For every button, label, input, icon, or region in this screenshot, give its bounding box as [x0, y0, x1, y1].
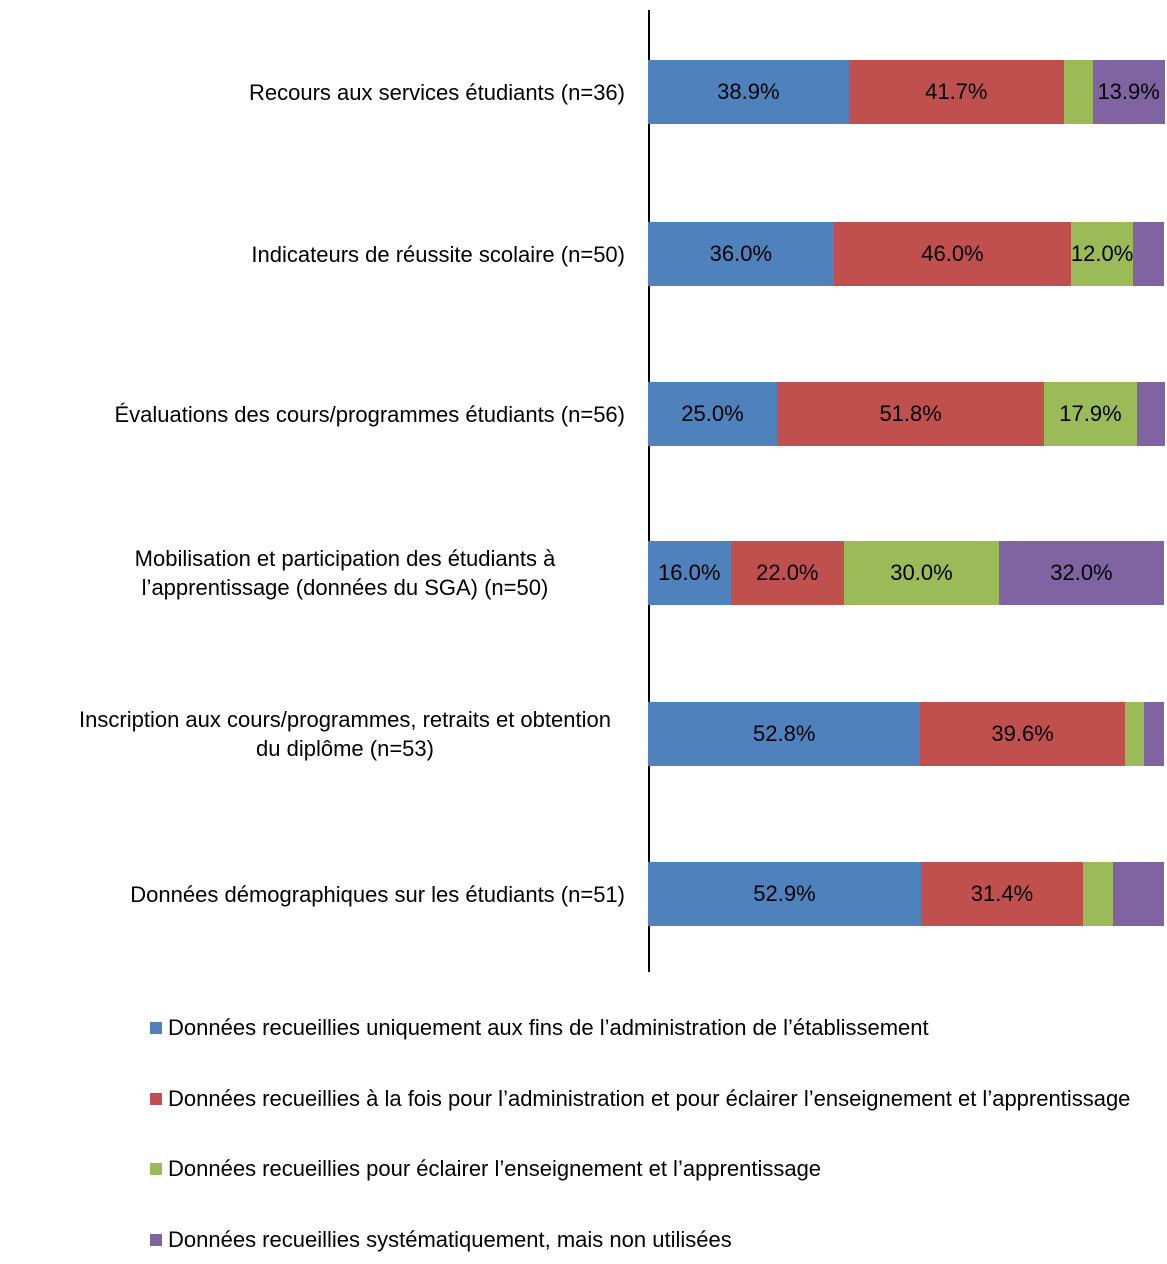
bar-segment [1124, 702, 1145, 766]
category-text: Mobilisation et participation des étudia… [134, 546, 556, 600]
bar-segment [1113, 862, 1164, 926]
value-label: 13.9% [1097, 79, 1160, 104]
value-label: 36.0% [709, 241, 773, 266]
bar-segment [848, 60, 1064, 124]
bar-segment [1044, 382, 1137, 446]
bar-segment [730, 541, 845, 605]
category-text: Inscription aux cours/programmes, retrai… [79, 707, 611, 761]
bar-segment [833, 222, 1072, 286]
bar-segment [1133, 222, 1164, 286]
value-label: 32.0% [1050, 560, 1113, 585]
legend-label: Données recueillies uniquement aux fins … [168, 1015, 929, 1040]
bar-segment [1071, 222, 1134, 286]
legend-item: Données recueillies pour éclairer l’ense… [150, 1154, 1150, 1183]
legend-swatch [150, 1022, 162, 1034]
bar-segment [998, 541, 1164, 605]
legend-label: Données recueillies pour éclairer l’ense… [168, 1156, 822, 1181]
category-label: Évaluations des cours/programmes étudian… [114, 374, 625, 454]
bar-segment [648, 702, 921, 766]
category-text: Recours aux services étudiants (n=36) [248, 79, 625, 105]
category-label: Mobilisation et participation des étudia… [65, 533, 625, 613]
value-label: 52.9% [753, 881, 816, 906]
bar-segment [1082, 862, 1114, 926]
legend-item: Données recueillies à la fois pour l’adm… [150, 1084, 1150, 1113]
legend-item: Données recueillies uniquement aux fins … [150, 1013, 1150, 1042]
value-label: 30.0% [890, 560, 953, 585]
category-text: Données démographiques sur les étudiants… [130, 881, 625, 907]
bar-segment [1136, 382, 1165, 446]
category-label: Inscription aux cours/programmes, retrai… [65, 694, 625, 774]
value-label: 41.7% [925, 79, 988, 104]
bar-segment [1144, 702, 1164, 766]
bar-segment [1063, 60, 1093, 124]
category-label: Indicateurs de réussite scolaire (n=50) [251, 214, 625, 294]
value-label: 51.8% [879, 401, 942, 426]
bar-segment [920, 862, 1083, 926]
bar-segment [777, 382, 1045, 446]
bar-segment [1092, 60, 1165, 124]
value-label: 52.8% [753, 721, 816, 746]
legend-item: Données recueillies systématiquement, ma… [150, 1225, 1150, 1254]
value-label: 31.4% [970, 881, 1034, 906]
bar-segment [648, 541, 731, 605]
legend-label: Données recueillies à la fois pour l’adm… [168, 1086, 1131, 1111]
y-axis [648, 10, 650, 972]
bar-segment [648, 222, 834, 286]
bar-segment [920, 702, 1125, 766]
bar-segment [648, 382, 777, 446]
value-label: 16.0% [658, 560, 721, 585]
value-label: 39.6% [991, 721, 1054, 746]
bar-segment [844, 541, 999, 605]
legend-swatch [150, 1163, 162, 1175]
value-label: 22.0% [756, 560, 819, 585]
category-label: Recours aux services étudiants (n=36) [249, 52, 625, 132]
category-text: Évaluations des cours/programmes étudian… [114, 401, 625, 427]
value-label: 12.0% [1070, 241, 1134, 266]
value-label: 25.0% [681, 401, 744, 426]
value-label: 17.9% [1059, 401, 1122, 426]
legend-label: Données recueillies systématiquement, ma… [168, 1227, 732, 1252]
bar-segment [648, 60, 849, 124]
value-label: 46.0% [921, 241, 984, 266]
category-text: Indicateurs de réussite scolaire (n=50) [251, 241, 625, 267]
legend-swatch [150, 1093, 162, 1105]
category-label: Données démographiques sur les étudiants… [130, 854, 625, 934]
legend-swatch [150, 1234, 162, 1246]
bar-segment [648, 862, 921, 926]
value-label: 38.9% [717, 79, 780, 104]
